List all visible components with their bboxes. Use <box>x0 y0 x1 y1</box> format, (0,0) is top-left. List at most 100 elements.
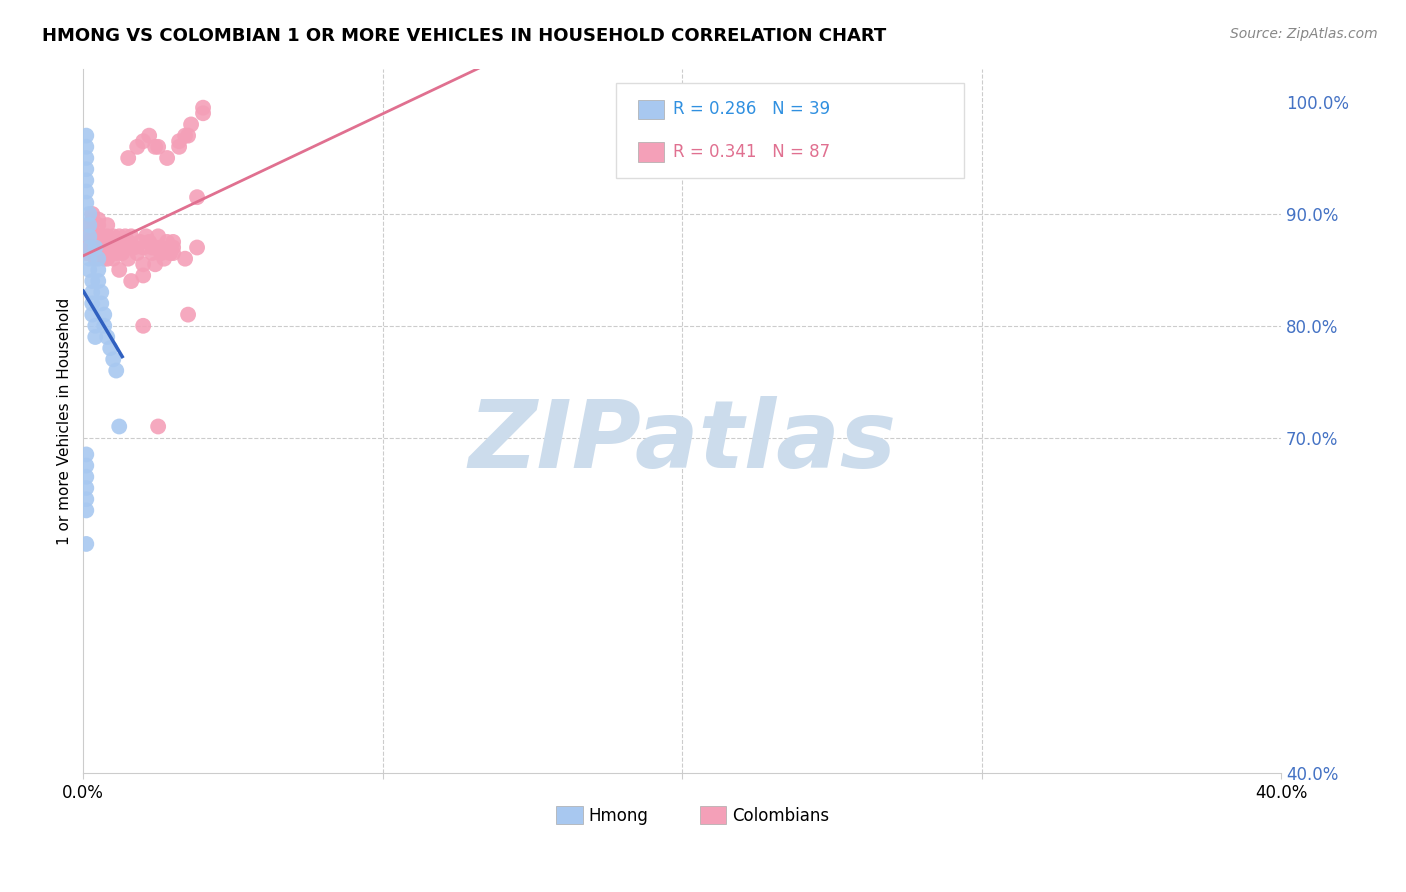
Bar <box>638 100 664 120</box>
Point <box>127 246 149 260</box>
Point <box>117 252 139 266</box>
Point <box>75 235 97 249</box>
Point <box>132 268 155 283</box>
Point <box>132 240 155 254</box>
Point <box>174 252 197 266</box>
Point <box>162 235 184 249</box>
Text: R = 0.286   N = 39: R = 0.286 N = 39 <box>672 101 830 119</box>
Point <box>77 252 100 266</box>
Point <box>82 212 104 227</box>
Point <box>103 240 125 254</box>
Point <box>146 140 169 154</box>
Point <box>84 240 107 254</box>
Point <box>82 224 104 238</box>
Point <box>98 246 121 260</box>
Point <box>186 190 208 204</box>
Point <box>153 252 176 266</box>
Point <box>93 252 115 266</box>
Point <box>114 229 136 244</box>
Point <box>75 492 97 507</box>
Point <box>146 419 169 434</box>
Point <box>177 128 200 143</box>
Point <box>129 235 152 249</box>
Point <box>98 341 121 355</box>
Point <box>141 246 163 260</box>
Bar <box>700 806 727 824</box>
Point <box>75 128 97 143</box>
Point <box>108 419 131 434</box>
Point <box>75 162 97 177</box>
Point <box>82 285 104 300</box>
Y-axis label: 1 or more Vehicles in Household: 1 or more Vehicles in Household <box>58 297 72 544</box>
Point <box>174 128 197 143</box>
Point <box>77 229 100 244</box>
Text: ZIPatlas: ZIPatlas <box>468 396 896 488</box>
Bar <box>557 806 582 824</box>
Point <box>82 207 104 221</box>
Point <box>90 229 112 244</box>
Point <box>96 229 118 244</box>
Point <box>75 503 97 517</box>
Point <box>135 229 157 244</box>
Point <box>138 235 160 249</box>
Point <box>93 235 115 249</box>
Text: Hmong: Hmong <box>589 806 648 824</box>
Point <box>84 240 107 254</box>
Point <box>105 246 128 260</box>
Point <box>105 235 128 249</box>
Point <box>90 296 112 310</box>
Point <box>132 257 155 271</box>
Point <box>87 218 110 232</box>
Text: HMONG VS COLOMBIAN 1 OR MORE VEHICLES IN HOUSEHOLD CORRELATION CHART: HMONG VS COLOMBIAN 1 OR MORE VEHICLES IN… <box>42 27 886 45</box>
Point <box>87 263 110 277</box>
Point <box>167 140 190 154</box>
Point <box>167 134 190 148</box>
Point <box>77 240 100 254</box>
Point <box>75 195 97 210</box>
FancyBboxPatch shape <box>616 83 963 178</box>
Point <box>77 229 100 244</box>
Point <box>138 128 160 143</box>
Point <box>103 252 125 266</box>
Point <box>77 240 100 254</box>
Point <box>82 296 104 310</box>
Point <box>150 246 173 260</box>
Point <box>108 263 131 277</box>
Point <box>87 212 110 227</box>
Point <box>156 235 179 249</box>
Point <box>75 537 97 551</box>
Point <box>146 229 169 244</box>
Point <box>82 274 104 288</box>
Point <box>77 207 100 221</box>
Point <box>120 274 142 288</box>
Point <box>90 285 112 300</box>
Point <box>87 274 110 288</box>
Point <box>143 140 166 154</box>
Point <box>180 118 202 132</box>
Point <box>93 240 115 254</box>
Text: R = 0.341   N = 87: R = 0.341 N = 87 <box>672 143 830 161</box>
Point <box>103 229 125 244</box>
Point <box>96 235 118 249</box>
Point <box>75 447 97 461</box>
Point <box>132 134 155 148</box>
Point <box>96 218 118 232</box>
Point <box>75 458 97 473</box>
Point <box>143 257 166 271</box>
Point <box>75 173 97 187</box>
Point <box>162 246 184 260</box>
Point <box>90 246 112 260</box>
Point <box>87 229 110 244</box>
Point <box>117 235 139 249</box>
Point <box>77 218 100 232</box>
Point <box>75 246 97 260</box>
Point <box>120 229 142 244</box>
Point <box>114 240 136 254</box>
Point <box>111 235 134 249</box>
Text: Colombians: Colombians <box>733 806 830 824</box>
Point <box>122 240 145 254</box>
Point <box>191 101 214 115</box>
Point <box>177 308 200 322</box>
Point <box>162 240 184 254</box>
Point <box>98 235 121 249</box>
